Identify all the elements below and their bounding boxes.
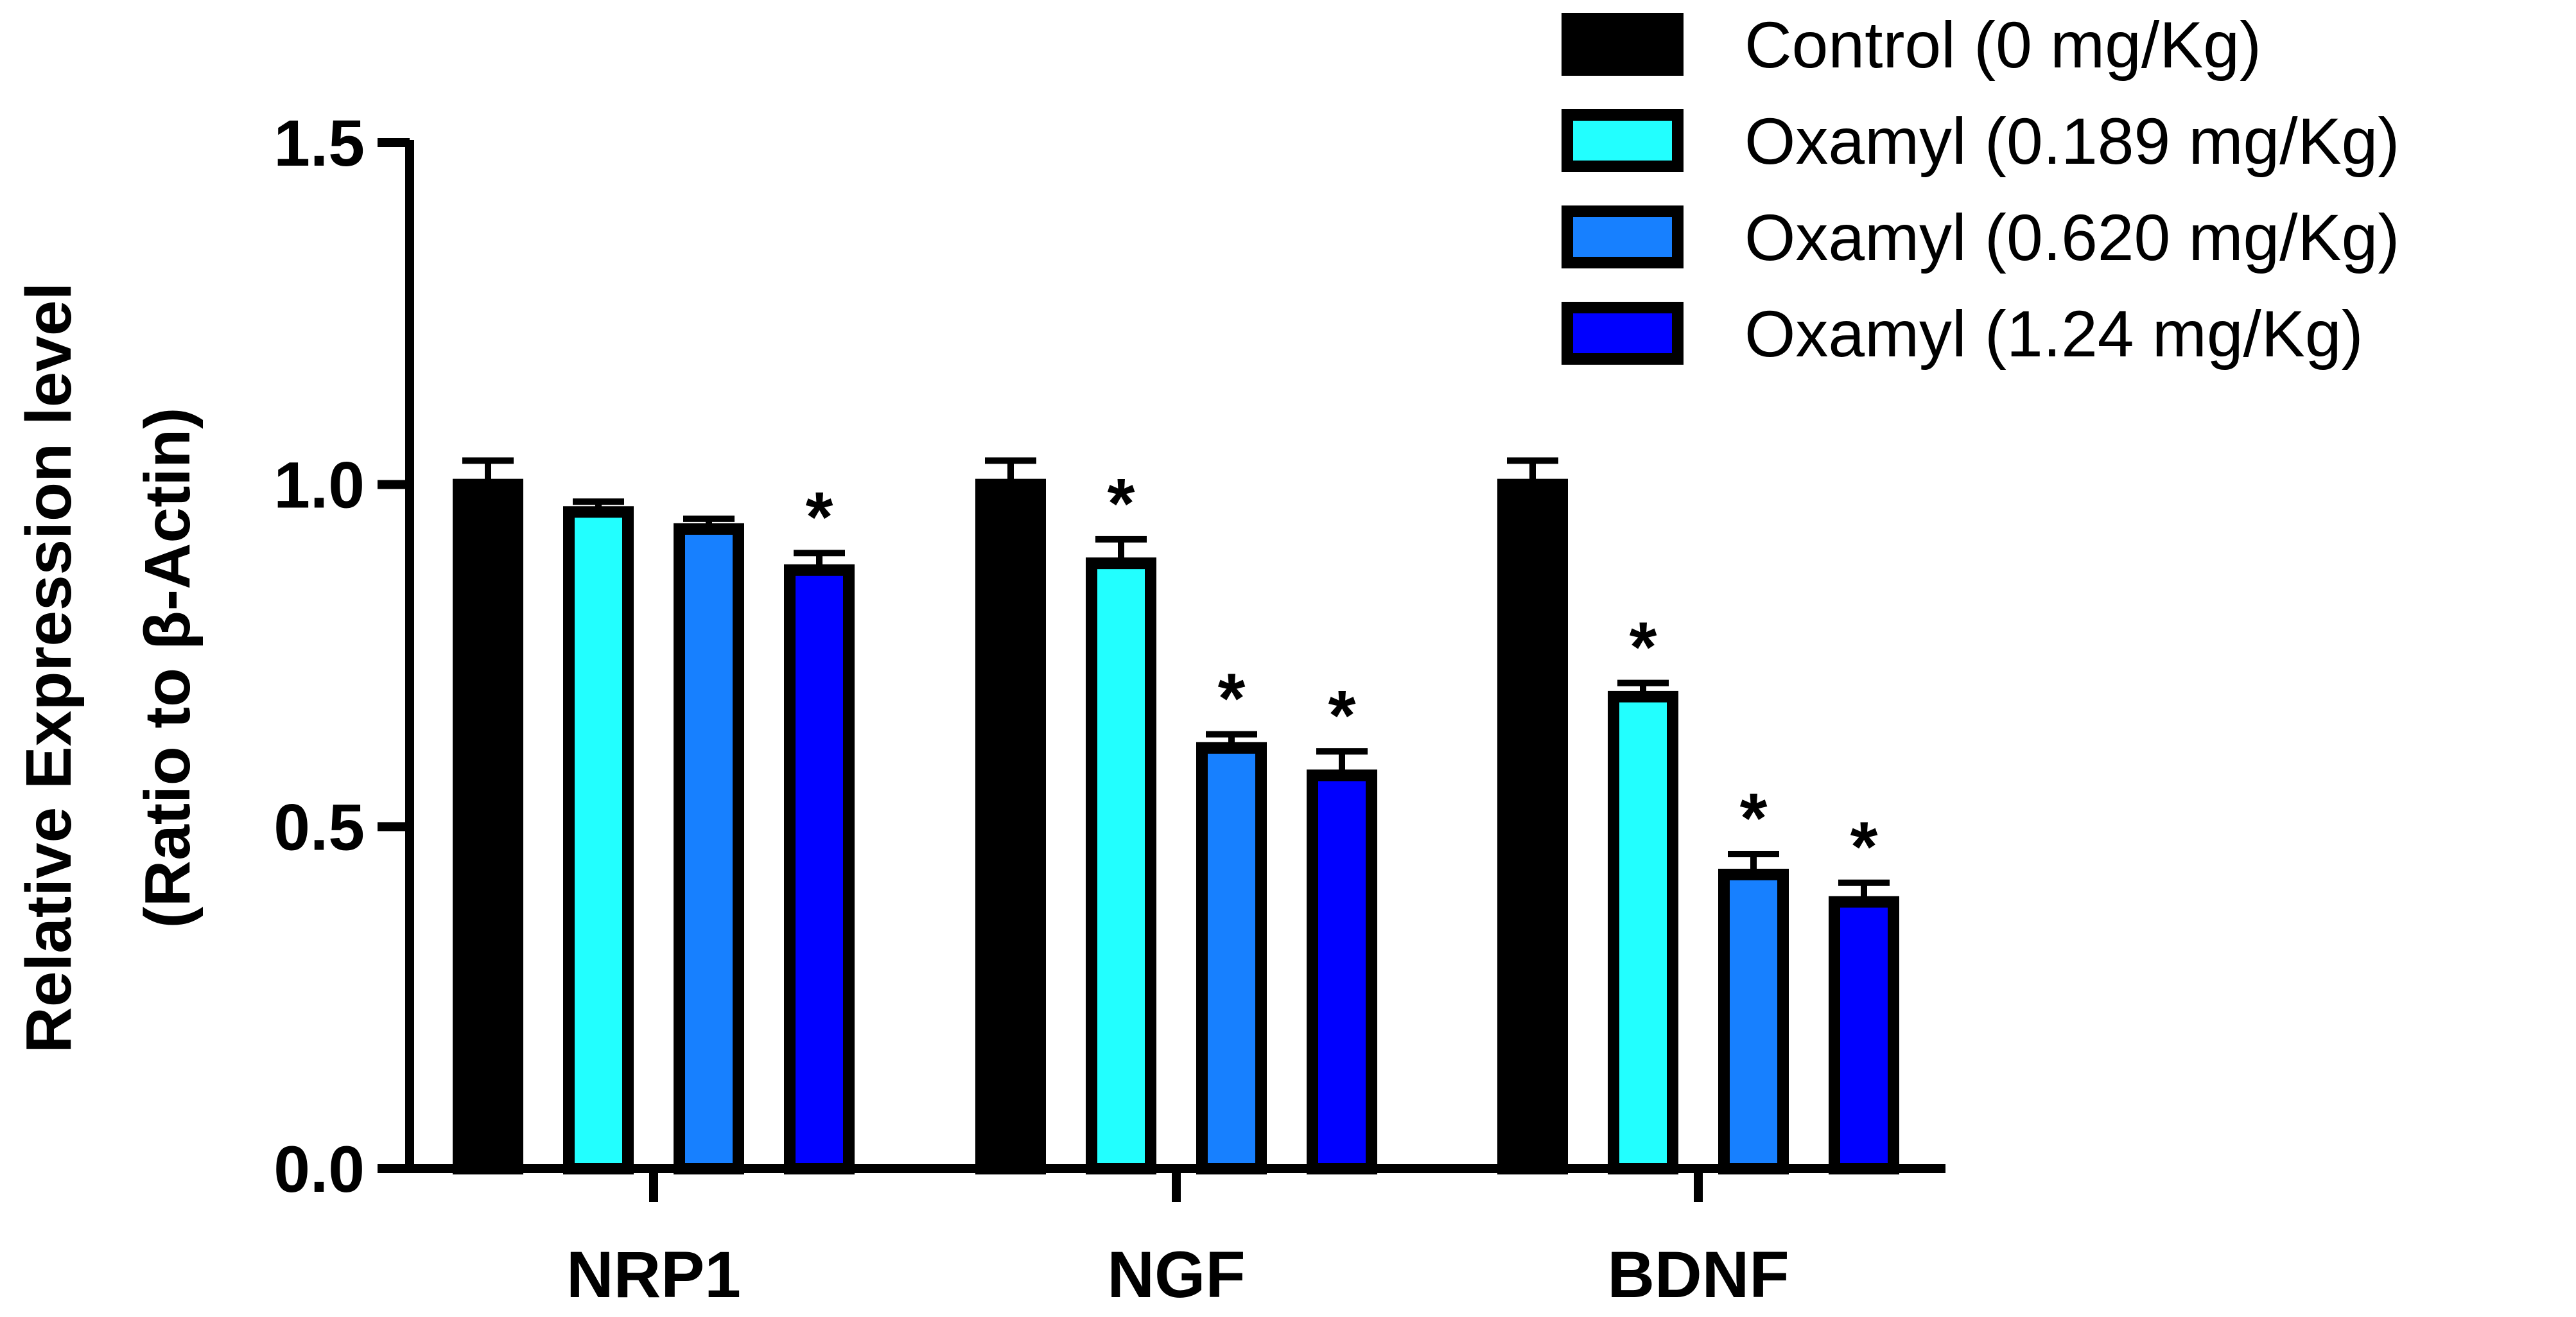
legend-label: Oxamyl (0.189 mg/Kg) <box>1745 105 2399 178</box>
significance-star: * <box>1630 608 1657 687</box>
significance-star: * <box>1328 676 1356 755</box>
legend-swatch <box>1562 302 1684 365</box>
bar <box>1829 896 1899 1175</box>
y-axis-title-line2: (Ratio to β-Actin) <box>132 408 204 929</box>
significance-star: * <box>1740 779 1768 858</box>
significance-star: * <box>1850 808 1878 887</box>
bar <box>453 478 523 1175</box>
bars: * * * * * * * <box>453 457 1899 1175</box>
y-axis-title: Relative Expression level (Ratio to β-Ac… <box>13 283 204 1054</box>
bar <box>1086 557 1156 1174</box>
legend-label: Oxamyl (0.620 mg/Kg) <box>1745 201 2399 274</box>
bar <box>1718 868 1789 1174</box>
significance-star: * <box>1218 659 1246 738</box>
legend-swatch <box>1562 109 1684 172</box>
y-tick-label: 0.5 <box>274 790 365 864</box>
bar <box>563 506 634 1174</box>
bar <box>1608 690 1678 1175</box>
bar <box>784 564 855 1174</box>
y-tick-label: 1.5 <box>274 107 365 180</box>
legend-label: Control (0 mg/Kg) <box>1745 8 2261 82</box>
legend-label: Oxamyl (1.24 mg/Kg) <box>1745 297 2363 371</box>
bar <box>674 523 744 1174</box>
bar <box>975 478 1046 1175</box>
bar <box>1307 769 1377 1174</box>
y-tick-label: 1.0 <box>274 449 365 522</box>
x-category-label: NRP1 <box>566 1238 741 1311</box>
y-tick-label: 0.0 <box>274 1133 365 1206</box>
axes: 0.0 0.5 1.0 1.5 NRP1 NGF BDNF <box>274 107 1945 1311</box>
legend-swatch <box>1562 13 1684 76</box>
bar <box>1497 478 1568 1175</box>
bar <box>1196 742 1267 1174</box>
x-category-label: BDNF <box>1607 1238 1789 1311</box>
y-axis-title-line1: Relative Expression level <box>13 283 85 1054</box>
significance-star: * <box>806 478 833 557</box>
legend-swatch <box>1562 205 1684 268</box>
legend: Control (0 mg/Kg) Oxamyl (0.189 mg/Kg) Oxa… <box>1562 8 2399 371</box>
significance-star: * <box>1108 464 1135 543</box>
x-category-label: NGF <box>1107 1238 1245 1311</box>
